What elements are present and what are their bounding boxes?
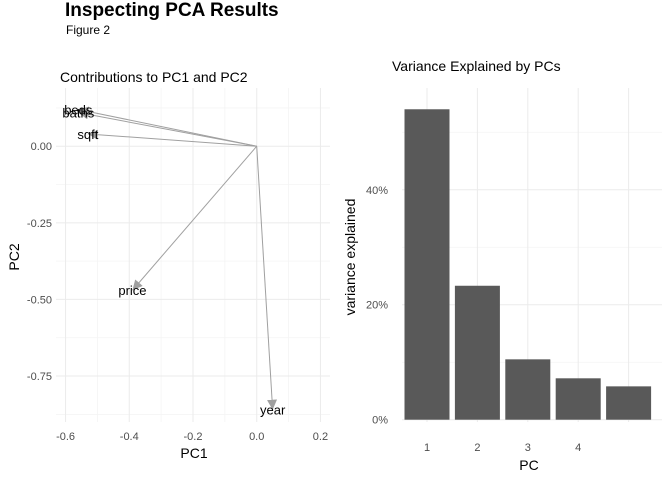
- biplot-label-baths: baths: [62, 106, 94, 121]
- variance-panel: 0% 20% 40% 1 2 3 4 Variance Explained by PCs P…: [342, 58, 662, 473]
- variance-bar-5: [606, 386, 652, 420]
- biplot-x-tick-label: -0.2: [184, 431, 203, 443]
- variance-x-tick-label: 4: [575, 442, 581, 454]
- variance-bar-3: [505, 359, 551, 420]
- biplot-x-axis-title: PC1: [180, 445, 207, 461]
- biplot-x-tick-label: -0.4: [120, 431, 139, 443]
- biplot-gridlines: [56, 88, 330, 422]
- variance-tick-labels: 0% 20% 40% 1 2 3 4: [366, 185, 581, 454]
- variance-x-tick-label: 1: [424, 442, 430, 454]
- variance-bar-2: [454, 285, 500, 420]
- variance-bar-1: [404, 109, 450, 420]
- variance-x-axis-title: PC: [519, 457, 538, 473]
- biplot-y-tick-label: -0.50: [27, 294, 52, 306]
- biplot-arrows: [78, 106, 278, 410]
- biplot-arrow-baths: [78, 109, 257, 147]
- biplot-arrow-beds: [78, 106, 257, 147]
- biplot-y-tick-label: -0.75: [27, 371, 52, 383]
- variance-title: Variance Explained by PCs: [392, 58, 561, 74]
- biplot-arrow-sqft: [87, 129, 257, 147]
- variance-x-tick-label: 3: [525, 442, 531, 454]
- biplot-label-price: price: [118, 283, 146, 298]
- variance-y-tick-label: 40%: [366, 185, 388, 197]
- biplot-tick-labels: -0.6 -0.4 -0.2 0.0 0.2 0.00 -0.25 -0.50 -0.75: [27, 141, 328, 443]
- variance-x-tick-label: 2: [474, 442, 480, 454]
- biplot-x-tick-label: -0.6: [56, 431, 75, 443]
- figure-title: Inspecting PCA Results: [65, 0, 279, 21]
- biplot-y-tick-label: -0.25: [27, 218, 52, 230]
- variance-bars: [404, 109, 652, 420]
- biplot-x-tick-label: 0.2: [313, 431, 328, 443]
- biplot-label-beds: beds: [64, 102, 93, 117]
- biplot-arrow-year: [256, 146, 278, 410]
- biplot-arrow-price: [132, 145, 258, 291]
- figure-subtitle: Figure 2: [66, 23, 111, 37]
- biplot-title: Contributions to PC1 and PC2: [60, 69, 248, 85]
- biplot-label-sqft: sqft: [77, 127, 98, 142]
- variance-bar-4: [555, 378, 601, 420]
- variance-y-tick-label: 0%: [372, 415, 388, 427]
- variance-y-axis-title: variance explained: [342, 199, 358, 316]
- biplot-y-tick-label: 0.00: [31, 141, 52, 153]
- biplot-x-tick-label: 0.0: [249, 431, 264, 443]
- biplot-label-year: year: [260, 403, 286, 418]
- biplot-y-axis-title: PC2: [6, 243, 22, 270]
- variance-y-tick-label: 20%: [366, 300, 388, 312]
